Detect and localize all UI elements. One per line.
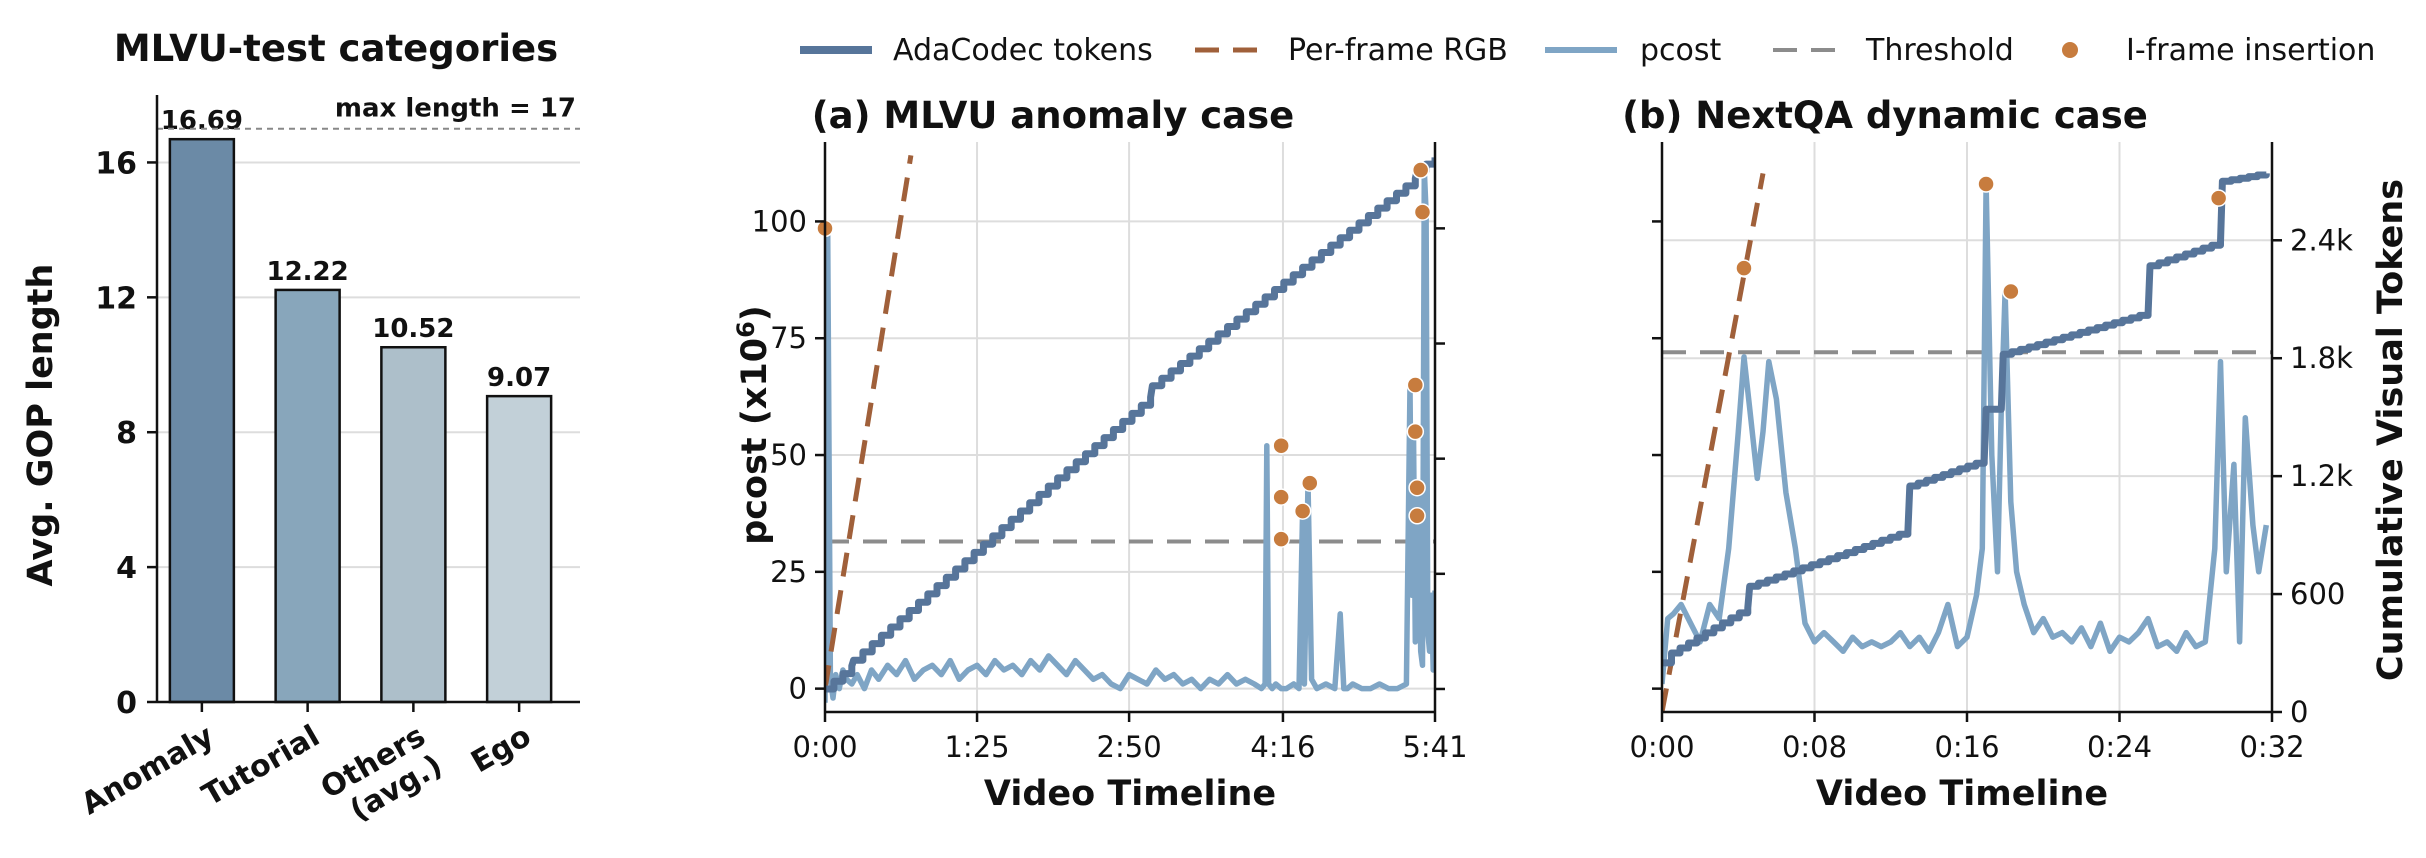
panel-b-right-ytick-label: 2.4k	[2290, 223, 2353, 257]
panel-a-iframe-marker	[1411, 161, 1430, 179]
legend-label-pcost: pcost	[1640, 33, 1722, 68]
bar-value-label-tutorial: 12.22	[267, 257, 349, 287]
panel-b-iframe-marker	[1977, 175, 1995, 193]
panel-a-xtick-label: 5:41	[1402, 730, 1467, 764]
panel-b-series-adacodec-tokens	[1662, 171, 2270, 667]
panel-b-iframe-marker	[2002, 282, 2020, 301]
bar-ytick-label-8: 8	[116, 416, 137, 451]
bar-value-label-others-avg: 10.52	[372, 314, 454, 344]
panel-a-iframe-marker	[1408, 507, 1426, 525]
panel-b-iframe-marker	[2209, 189, 2228, 207]
legend-item-pcost: pcost	[1545, 33, 1722, 68]
panel-a-left-ytick-label: 100	[752, 204, 807, 238]
bar-ego	[485, 394, 553, 704]
bar-ytick-label-0: 0	[116, 686, 137, 721]
panel-a-series-per-frame-rgb	[825, 155, 914, 690]
legend-label-iframe: I-frame insertion	[2126, 33, 2375, 68]
panel-b-xlabel: Video Timeline	[1816, 774, 2108, 814]
legend-item-iframe: I-frame insertion	[2062, 33, 2375, 68]
legend-label-rgb: Per-frame RGB	[1288, 33, 1508, 68]
panel-a-xlabel: Video Timeline	[984, 774, 1276, 814]
panel-a-title: (a) MLVU anomaly case	[812, 94, 1294, 137]
bar-xtick-label-others-avg: Others(avg.)	[315, 719, 448, 836]
bar-chart-ylabel: Avg. GOP length	[21, 264, 61, 587]
panel-b-right-ytick-label: 1.2k	[2290, 459, 2353, 493]
panel-a-iframe-marker	[1301, 474, 1319, 492]
panel-a-iframe-marker	[1272, 436, 1290, 455]
bar-xtick-label-line: Anomaly	[75, 718, 220, 822]
bar-xtick-label-tutorial: Tutorial	[196, 719, 325, 814]
panel-a-series-adacodec-tokens	[825, 157, 1435, 693]
legend-label-adacodec: AdaCodec tokens	[893, 33, 1153, 68]
panel-b-nextqa-dynamic: (b) NextQA dynamic case Video Timeline C…	[1622, 94, 2411, 814]
bar-chart-panel: MLVU-test categories Avg. GOP length 16.…	[21, 27, 580, 836]
panel-a-iframe-marker	[1413, 203, 1432, 221]
panel-b-ylabel: Cumulative Visual Tokens	[2371, 179, 2411, 681]
panel-b-right-ytick-label: 600	[2290, 577, 2345, 611]
bar-others-avg	[380, 345, 447, 704]
panel-a-left-ytick-label: 75	[770, 321, 807, 355]
panel-b-xtick-label: 0:00	[1629, 730, 1694, 764]
bar-reference-label: max length = 17	[335, 94, 576, 124]
bar-ytick-label-12: 12	[95, 281, 137, 316]
panel-a-left-ytick-label: 0	[789, 672, 807, 706]
panel-a-xtick-label: 4:16	[1250, 730, 1315, 764]
bar-anomaly	[168, 137, 236, 704]
panel-b-xtick-label: 0:24	[2087, 730, 2152, 764]
bar-xtick-label-line: Ego	[465, 719, 537, 781]
panel-a-iframe-marker	[1406, 376, 1425, 394]
panel-a-xtick-label: 0:00	[792, 730, 857, 764]
bar-value-label-ego: 9.07	[487, 363, 551, 393]
panel-a-ylabel-exponent: 6	[732, 321, 760, 338]
bar-value-label-anomaly: 16.69	[161, 106, 243, 136]
panel-a-iframe-marker	[1293, 502, 1312, 520]
legend: AdaCodec tokens Per-frame RGB pcost Thre…	[800, 33, 2375, 68]
panel-a-ylabel: pcost (x106)	[732, 305, 775, 545]
panel-b-xtick-label: 0:16	[1934, 730, 1999, 764]
panel-b-xtick-label: 0:32	[2239, 730, 2304, 764]
bar-ytick-label-4: 4	[116, 551, 137, 586]
panel-a-plot-area	[825, 155, 1435, 703]
panel-b-right-ytick-label: 0	[2290, 695, 2308, 729]
panel-a-xtick-label: 2:50	[1097, 730, 1162, 764]
panel-b-right-ytick-label: 1.8k	[2290, 341, 2353, 375]
legend-swatch-iframe	[2062, 42, 2078, 58]
bar-tutorial	[274, 288, 341, 704]
panel-a-left-ytick-label: 50	[770, 438, 807, 472]
panel-a-xtick-label: 1:25	[944, 730, 1009, 764]
bar-chart-title: MLVU-test categories	[114, 27, 558, 70]
panel-a-mlvu-anomaly: (a) MLVU anomaly case pcost (x106) Video…	[732, 94, 1468, 814]
legend-item-adacodec: AdaCodec tokens	[800, 33, 1153, 68]
bar-xtick-label-anomaly: Anomaly	[75, 718, 220, 822]
legend-item-threshold: Threshold	[1773, 33, 2014, 68]
bar-xtick-label-ego: Ego	[465, 719, 537, 781]
panel-a-iframe-marker	[1272, 530, 1290, 548]
panel-b-xtick-label: 0:08	[1782, 730, 1847, 764]
bar-xtick-label-line: Tutorial	[196, 719, 325, 814]
panel-b-iframe-marker	[1735, 259, 1753, 277]
panel-a-ylabel-base: pcost (x10	[735, 338, 775, 545]
panel-a-series-pcost	[825, 167, 1435, 703]
panel-a-left-ytick-label: 25	[770, 555, 807, 589]
panel-b-series-pcost	[1662, 181, 2270, 685]
panel-b-title: (b) NextQA dynamic case	[1622, 94, 2148, 137]
legend-item-rgb: Per-frame RGB	[1195, 33, 1508, 68]
panel-a-iframe-marker	[1408, 478, 1426, 497]
panel-a-ylabel-close: )	[735, 305, 775, 321]
panel-a-iframe-marker	[1272, 488, 1290, 506]
bar-ytick-label-16: 16	[95, 146, 137, 181]
panel-a-iframe-marker	[1406, 422, 1425, 441]
legend-label-threshold: Threshold	[1865, 33, 2014, 68]
